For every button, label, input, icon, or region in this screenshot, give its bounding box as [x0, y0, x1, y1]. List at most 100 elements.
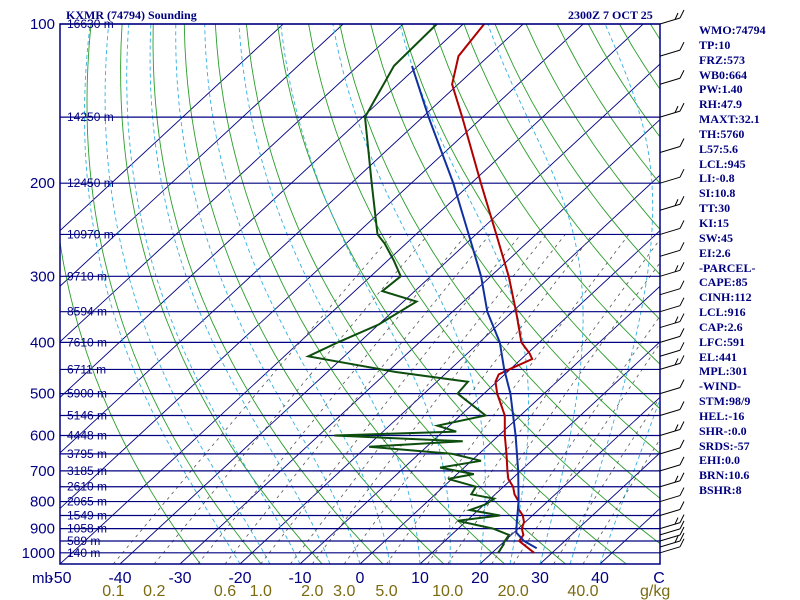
wind-barb — [659, 487, 685, 503]
dry-adiabat-line — [152, 24, 384, 564]
pressure-tick-label: 100 — [30, 16, 55, 33]
dry-adiabat-line — [339, 24, 660, 499]
pressure-tick-label: 700 — [30, 463, 55, 480]
mixing-ratio-label: 2.0 — [301, 583, 323, 600]
wind-barb — [659, 280, 685, 296]
temperature-tick-label: 10 — [411, 570, 429, 587]
wind-barb — [659, 313, 685, 329]
pressure-tick-label: 400 — [30, 334, 55, 351]
dewpoint-profile-line — [305, 24, 511, 554]
mixing-ratio-label: 1.0 — [250, 583, 272, 600]
mixing-ratio-label: 20.0 — [498, 583, 529, 600]
temperature-tick-label: -50 — [48, 570, 71, 587]
isotherm-line — [60, 24, 404, 343]
isotherm-line — [359, 285, 660, 564]
isotherm-line — [539, 452, 660, 564]
isotherm-line — [179, 118, 660, 564]
dry-adiabat-line — [277, 24, 627, 564]
height-label: 2065 m — [67, 495, 107, 509]
index-item: WB0:664 — [699, 67, 747, 82]
height-label: 3795 m — [67, 447, 107, 461]
index-item: PW:1.40 — [699, 82, 743, 97]
plot-frame — [59, 23, 661, 565]
wind-barb — [659, 520, 685, 536]
mixing-ratio-unit-label: g/kg — [640, 583, 670, 600]
index-item: TT:30 — [699, 201, 731, 216]
mixing-ratio-label: 40.0 — [567, 583, 598, 600]
moist-adiabat-line — [104, 24, 271, 564]
mixing-ratio-label: 0.1 — [102, 583, 124, 600]
moist-adiabat-line — [238, 24, 421, 564]
pressure-tick-label: 500 — [30, 386, 55, 403]
index-item: WMO:74794 — [699, 23, 766, 37]
moist-adiabat-line — [149, 24, 331, 564]
isotherm-line — [419, 341, 660, 564]
isotherm-line — [119, 63, 660, 564]
height-label: 8594 m — [67, 305, 107, 319]
temperature-tick-label: 0 — [356, 570, 365, 587]
index-item: L57:5.6 — [699, 141, 738, 156]
dry-adiabat-line — [120, 24, 323, 564]
wind-barb — [659, 456, 685, 472]
index-item: SHR-:0.0 — [699, 423, 747, 438]
wind-barb — [659, 421, 685, 436]
index-item: LI:-0.8 — [699, 171, 735, 186]
wind-barb — [659, 501, 685, 516]
isotherm-line — [60, 24, 524, 454]
mixing-ratio-line — [512, 342, 660, 564]
mixing-ratio-line — [427, 238, 660, 564]
wind-barb — [659, 41, 685, 57]
wind-barb — [659, 439, 685, 455]
index-item: CINH:112 — [699, 290, 752, 305]
index-item: MPL:301 — [699, 364, 748, 379]
index-item: RH:47.9 — [699, 97, 742, 112]
pressure-tick-label: 600 — [30, 427, 55, 444]
index-item: KI:15 — [699, 215, 729, 230]
height-label: 1058 m — [67, 522, 107, 536]
index-item: BRN:10.6 — [699, 468, 750, 483]
height-label: 9710 m — [67, 269, 107, 283]
wind-barb — [659, 262, 685, 277]
wind-barb — [659, 538, 685, 554]
index-item: EI:2.6 — [699, 245, 731, 260]
wind-barb — [659, 297, 685, 313]
wind-barb — [659, 220, 685, 235]
isotherm-line — [60, 24, 644, 564]
wind-barb — [659, 379, 685, 395]
index-item: TH:5760 — [699, 126, 745, 141]
height-label: 10970 m — [67, 227, 114, 241]
height-label: 1549 m — [67, 508, 107, 522]
wind-barb — [659, 342, 685, 357]
pressure-unit-label: mb — [32, 570, 53, 587]
height-label: 4448 m — [67, 428, 107, 442]
temperature-tick-label: -30 — [168, 570, 191, 587]
height-label: 12450 m — [67, 176, 114, 190]
dry-adiabat-line — [86, 24, 262, 564]
index-item: LFC:591 — [699, 334, 745, 349]
index-item: STM:98/9 — [699, 394, 751, 409]
pressure-tick-label: 800 — [30, 494, 55, 511]
index-item: SW:45 — [699, 230, 734, 245]
height-label: 5146 m — [67, 409, 107, 423]
wind-barb — [659, 102, 685, 118]
moist-adiabat-line — [569, 24, 654, 564]
indices-list: WMO:74794 TP:10 FRZ:573 WB0:664 PW:1.40 RH:47… — [699, 23, 766, 498]
dry-adiabat-line — [401, 24, 660, 410]
dry-adiabat-line — [494, 24, 660, 276]
mixing-ratio-line — [491, 315, 660, 564]
index-item: TP:10 — [699, 37, 731, 52]
wind-barb — [659, 328, 685, 343]
mixing-ratio-label: 0.6 — [214, 583, 236, 600]
index-item: LCL:945 — [699, 156, 746, 171]
temperature-tick-label: 30 — [531, 570, 549, 587]
isotherm-line — [60, 24, 344, 287]
mixing-ratio-line — [582, 438, 660, 564]
temperature-tick-label: -10 — [288, 570, 311, 587]
height-label: 589 m — [67, 534, 100, 548]
temperature-tick-label: -40 — [108, 570, 131, 587]
wind-barb — [659, 526, 685, 542]
wind-barb — [659, 196, 685, 211]
wind-barbs — [659, 9, 685, 554]
height-label: 3185 m — [67, 464, 107, 478]
